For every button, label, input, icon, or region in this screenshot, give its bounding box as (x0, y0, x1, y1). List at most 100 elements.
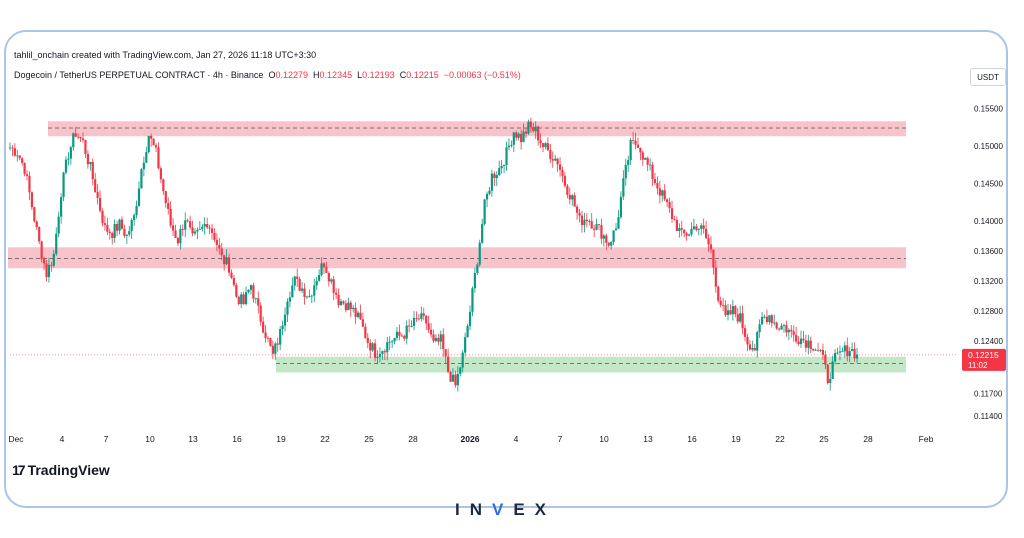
candle-body (308, 296, 311, 297)
candle-body (729, 310, 732, 315)
candle-body (47, 264, 51, 278)
candle-body (829, 378, 832, 383)
candle-body (152, 138, 155, 146)
candle-body (478, 242, 481, 265)
candle-body (631, 139, 635, 141)
x-tick-label: 28 (408, 434, 418, 444)
candle-body (704, 228, 708, 239)
x-tick-label: 13 (188, 434, 198, 444)
x-tick-label: 4 (514, 434, 519, 444)
x-tick-label: 2026 (461, 434, 480, 444)
y-tick-label: 0.13200 (974, 277, 1003, 286)
candle-body (442, 334, 445, 350)
candle-body (770, 315, 773, 324)
candle-body (264, 332, 267, 339)
candle-body (191, 227, 194, 234)
price-tag-box (962, 348, 1006, 371)
candle-body (359, 312, 362, 320)
candle-body (28, 175, 31, 193)
candle-body (444, 349, 447, 357)
candle-body (115, 223, 119, 231)
candle-body (55, 233, 58, 254)
candle-body (206, 224, 209, 228)
candle-body (602, 235, 605, 239)
candle-body (8, 147, 12, 149)
candle-body (162, 179, 165, 192)
resistance-zone (48, 121, 906, 137)
candle-body (483, 199, 486, 224)
candle-body (576, 206, 579, 213)
candle-body (515, 132, 518, 138)
candle-body (21, 158, 24, 163)
candle-body (186, 220, 189, 222)
candle-body (242, 294, 245, 305)
candle-body (644, 157, 647, 160)
candle-body (566, 185, 569, 195)
candle-body (193, 231, 197, 234)
candle-body (23, 162, 26, 175)
candle-body (841, 351, 844, 353)
low-value: 0.12193 (362, 70, 395, 80)
candle-body (111, 233, 114, 238)
x-tick-label: 16 (687, 434, 697, 444)
candle-body (658, 188, 661, 196)
candle-body (439, 334, 442, 342)
candle-body (585, 219, 588, 221)
candle-body (554, 158, 557, 161)
candle-body (451, 374, 455, 382)
candle-body (203, 224, 206, 227)
candle-body (412, 318, 416, 327)
candle-body (189, 221, 192, 228)
candle-body (636, 144, 640, 148)
candle-body (262, 321, 265, 333)
candle-body (169, 208, 172, 226)
candle-body (86, 153, 89, 165)
candle-body (347, 302, 350, 311)
candle-body (18, 155, 21, 159)
candle-body (612, 230, 615, 243)
candle-body (254, 298, 257, 300)
candle-body (395, 331, 399, 338)
candle-body (332, 279, 335, 293)
candle-body (322, 263, 326, 268)
candle-body (456, 373, 459, 386)
candle-body (225, 257, 228, 265)
tradingview-wordmark: TradingView (27, 462, 110, 478)
candle-body (252, 285, 255, 299)
candle-body (67, 158, 70, 160)
candle-body (619, 196, 623, 218)
candle-body (415, 318, 418, 319)
candle-body (94, 179, 97, 193)
candle-body (546, 143, 549, 151)
candle-body (731, 306, 734, 315)
candle-body (663, 190, 666, 200)
candle-body (556, 158, 559, 165)
candle-body (785, 325, 788, 333)
candle-body (812, 348, 815, 351)
candle-body (81, 138, 85, 140)
candle-body (722, 305, 725, 306)
candle-body (342, 301, 345, 304)
candle-body (639, 147, 642, 153)
candle-body (670, 208, 674, 220)
candle-body (154, 145, 158, 148)
candle-body (627, 160, 630, 165)
candle-body (269, 338, 272, 346)
candle-body (388, 341, 391, 343)
x-tick-label: 7 (104, 434, 109, 444)
candle-body (561, 169, 564, 176)
candle-body (853, 348, 856, 359)
candle-body (790, 329, 793, 332)
x-tick-label: 19 (276, 434, 286, 444)
candle-body (344, 303, 347, 311)
candle-body (283, 314, 287, 326)
candle-body (247, 289, 250, 293)
candle-body (466, 325, 469, 338)
currency-selector[interactable]: USDT (970, 68, 1006, 86)
x-tick-label: 19 (731, 434, 741, 444)
candle-body (563, 175, 567, 186)
candle-body (622, 178, 625, 197)
candle-body (836, 352, 839, 354)
candle-body (361, 319, 365, 327)
